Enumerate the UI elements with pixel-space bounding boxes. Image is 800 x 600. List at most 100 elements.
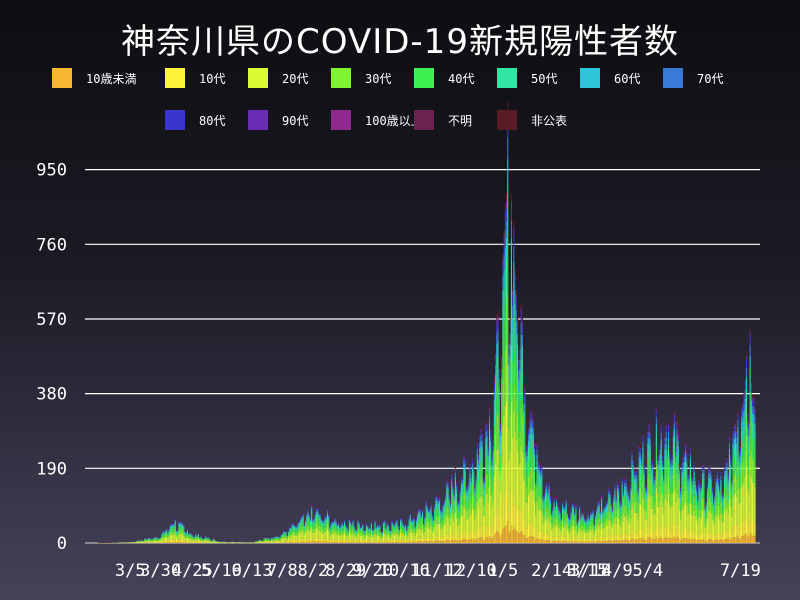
- bar-segment: [314, 513, 316, 515]
- bar-segment: [515, 440, 517, 506]
- bar-segment: [512, 318, 514, 335]
- bar-segment: [334, 518, 336, 519]
- bar-segment: [516, 333, 519, 345]
- bar-segment: [476, 453, 478, 460]
- bar-segment: [408, 518, 410, 520]
- bar-segment: [329, 531, 331, 534]
- bar-segment: [356, 542, 358, 543]
- bar-segment: [468, 533, 470, 540]
- bar-segment: [393, 532, 396, 536]
- bar-segment: [322, 520, 324, 522]
- bar-segment: [467, 540, 469, 543]
- bar-segment: [362, 523, 364, 525]
- bar-segment: [357, 541, 359, 543]
- bar-segment: [440, 507, 442, 509]
- bar-segment: [296, 527, 298, 529]
- bar-segment: [448, 495, 450, 498]
- bar-segment: [348, 528, 350, 533]
- bar-segment: [524, 519, 526, 536]
- bar-segment: [497, 354, 499, 380]
- bar-segment: [286, 538, 288, 540]
- bar-segment: [471, 468, 473, 474]
- bar-segment: [341, 522, 343, 524]
- bar-segment: [392, 534, 394, 540]
- bar-segment: [534, 448, 536, 455]
- bar-segment: [143, 541, 145, 543]
- bar-segment: [382, 523, 385, 525]
- bar-segment: [441, 519, 443, 524]
- bar-segment: [417, 538, 419, 542]
- bar-segment: [473, 530, 475, 539]
- bar-segment: [429, 507, 431, 509]
- bar-segment: [309, 521, 311, 525]
- bar-segment: [426, 537, 428, 542]
- bar-segment: [280, 535, 282, 537]
- bar-segment: [401, 525, 403, 530]
- bar-segment: [507, 184, 509, 233]
- bar-segment: [283, 542, 285, 543]
- bar-segment: [315, 541, 318, 543]
- bar-segment: [297, 541, 299, 543]
- bar-segment: [160, 542, 162, 543]
- bar-segment: [189, 538, 191, 542]
- bar-segment: [182, 523, 184, 525]
- bar-segment: [419, 537, 421, 542]
- bar-segment: [184, 537, 186, 542]
- bar-segment: [290, 531, 292, 534]
- bar-segment: [439, 499, 441, 502]
- bar-segment: [519, 344, 521, 348]
- bar-segment: [446, 480, 448, 483]
- bar-segment: [307, 509, 309, 511]
- bar-segment: [319, 530, 321, 539]
- bar-segment: [376, 526, 378, 528]
- bar-segment: [463, 506, 465, 530]
- bar-segment: [475, 493, 477, 504]
- bar-segment: [309, 520, 311, 522]
- bar-segment: [402, 523, 404, 525]
- bar-segment: [147, 540, 150, 543]
- bar-segment: [163, 535, 165, 537]
- bar-segment: [182, 541, 184, 543]
- bar-segment: [480, 461, 482, 478]
- bar-segment: [382, 530, 385, 534]
- bar-segment: [476, 440, 478, 443]
- bar-segment: [514, 274, 516, 275]
- bar-segment: [456, 489, 458, 493]
- bar-segment: [442, 509, 444, 514]
- bar-segment: [499, 443, 501, 457]
- bar-segment: [504, 209, 506, 212]
- bar-segment: [200, 541, 202, 543]
- bar-segment: [542, 503, 544, 509]
- bar-segment: [139, 541, 141, 543]
- bar-segment: [480, 431, 482, 436]
- bar-segment: [382, 539, 385, 542]
- bar-segment: [333, 521, 335, 523]
- bar-segment: [188, 533, 190, 535]
- bar-segment: [410, 523, 413, 527]
- bar-segment: [382, 541, 385, 543]
- bar-segment: [499, 422, 501, 423]
- bar-segment: [552, 522, 554, 529]
- bar-segment: [384, 539, 386, 542]
- bar-segment: [548, 492, 550, 500]
- bar-segment: [417, 511, 419, 513]
- bar-segment: [521, 326, 523, 335]
- bar-segment: [374, 533, 376, 540]
- bar-segment: [322, 526, 324, 530]
- bar-segment: [357, 529, 359, 534]
- bar-segment: [298, 539, 301, 542]
- bar-segment: [333, 522, 335, 524]
- bar-segment: [168, 529, 170, 530]
- bar-segment: [435, 494, 437, 495]
- bar-segment: [470, 472, 472, 474]
- bar-segment: [470, 493, 472, 504]
- bar-segment: [512, 305, 514, 319]
- bar-segment: [205, 537, 207, 539]
- bar-segment: [423, 534, 425, 540]
- bar-segment: [436, 535, 438, 541]
- bar-segment: [354, 533, 357, 536]
- bar-segment: [302, 513, 304, 515]
- bar-segment: [401, 533, 403, 540]
- bar-segment: [202, 539, 204, 540]
- bar-segment: [423, 528, 425, 532]
